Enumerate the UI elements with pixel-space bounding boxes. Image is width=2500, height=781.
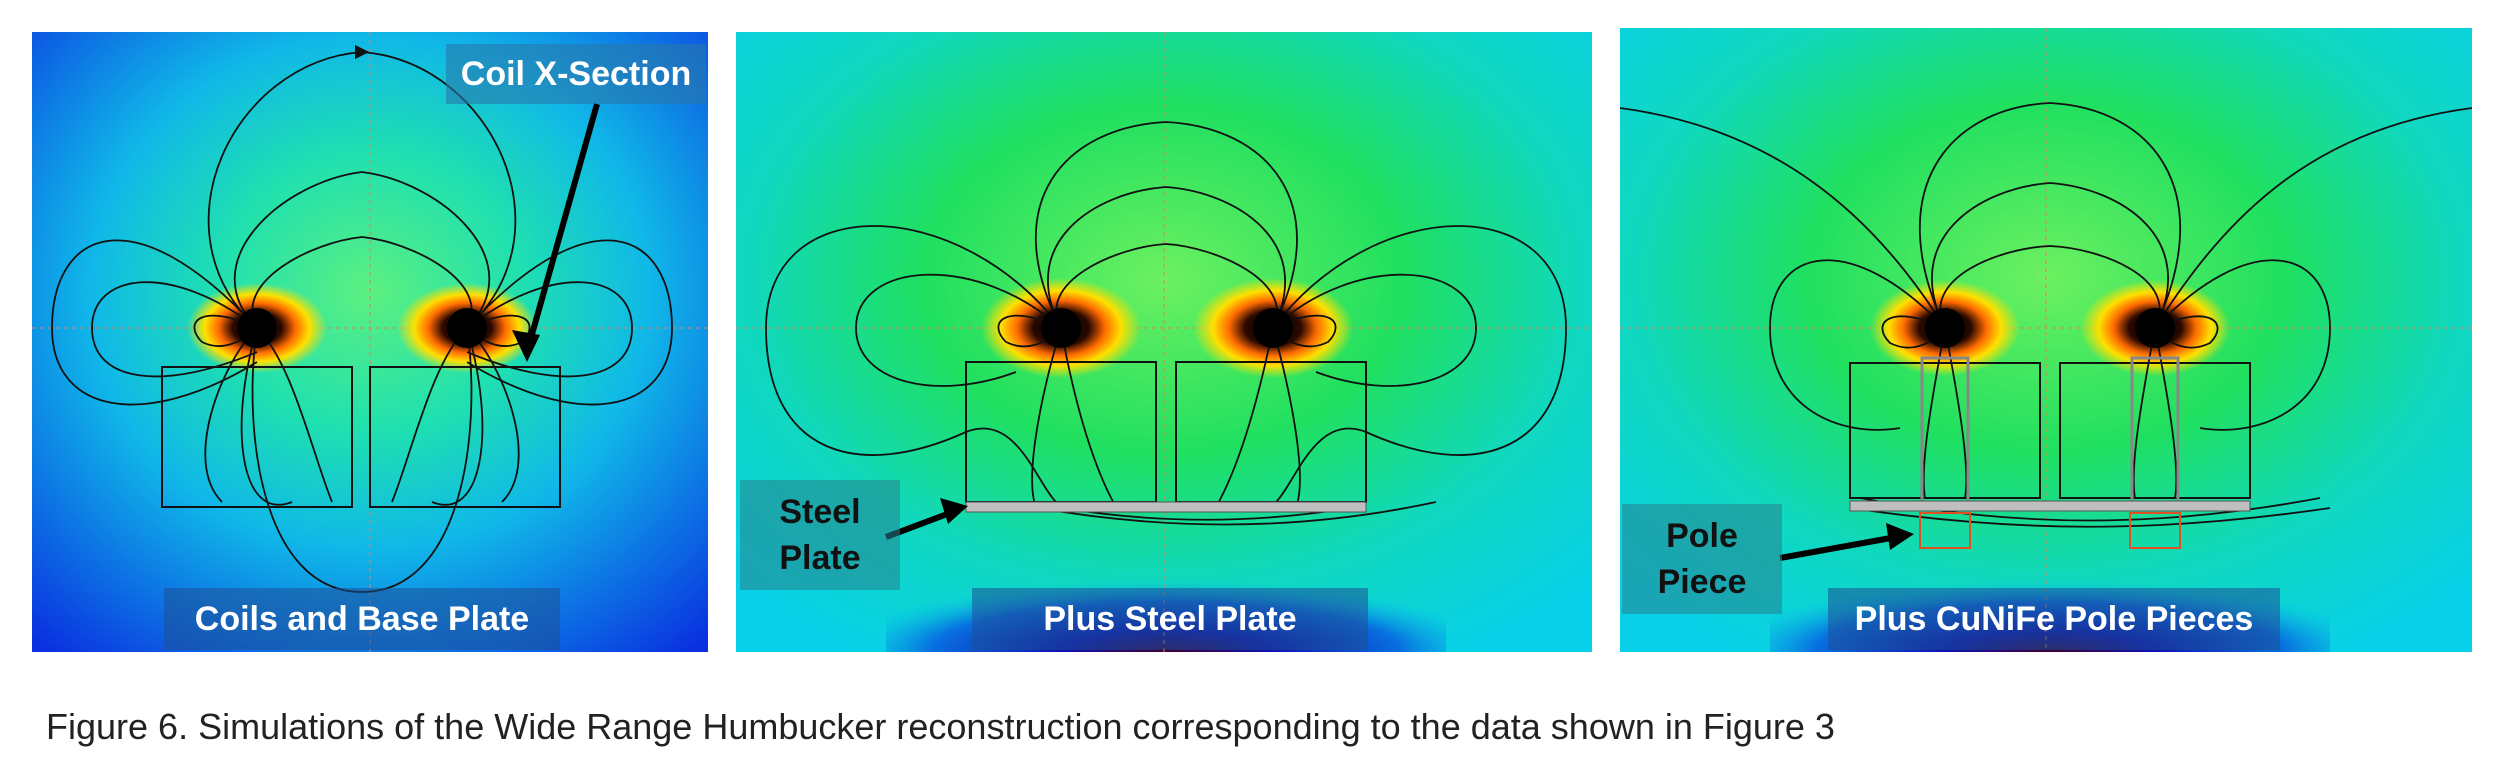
simulation-panel-coils-and-base-plate: Coils and Base Plate Coil X-Section (32, 32, 708, 652)
magnet-core-left (1041, 308, 1081, 348)
magnet-core-left (1925, 308, 1965, 348)
field-plot-1 (32, 32, 708, 652)
magnet-core-right (447, 308, 487, 348)
coil-x-section-pointer (524, 103, 600, 353)
coil-cross-section-right (2059, 362, 2251, 499)
coil-cross-section-left (161, 366, 353, 508)
pole-piece-label: Pole Piece (1622, 504, 1782, 614)
pole-piece-text: Pole Piece (1657, 517, 1747, 601)
panel-caption-text-2: Plus Steel Plate (1043, 600, 1297, 638)
magnet-core-right (2135, 308, 2175, 348)
pole-piece-base-right (2129, 512, 2181, 549)
steel-plate (965, 501, 1367, 513)
magnet-core-right (1253, 308, 1293, 348)
field-background (32, 32, 708, 652)
panel-caption-1: Coils and Base Plate (164, 588, 560, 650)
panel-caption-2: Plus Steel Plate (972, 588, 1368, 650)
panel-caption-text-1: Coils and Base Plate (194, 600, 530, 638)
panel-caption-text-3: Plus CuNiFe Pole Pieces (1854, 600, 2254, 638)
steel-plate-label: Steel Plate (740, 480, 900, 590)
field-lines (1620, 102, 2472, 528)
simulation-panel-plus-steel-plate: Plus Steel Plate Steel Plate (736, 32, 1592, 652)
simulation-panel-plus-cunife-pole-pieces: Plus CuNiFe Pole Pieces Pole Piece (1620, 28, 2472, 652)
pole-piece-pointer (1779, 533, 1903, 561)
figure-caption: Figure 6. Simulations of the Wide Range … (46, 706, 1835, 747)
coil-cross-section-right (369, 366, 561, 508)
coil-cross-section-left (1849, 362, 2041, 499)
steel-plate (1849, 500, 2251, 512)
pole-piece-base-left (1919, 512, 1971, 549)
panel-caption-3: Plus CuNiFe Pole Pieces (1828, 588, 2280, 650)
coil-x-section-text: Coil X-Section (460, 55, 692, 93)
magnet-core-left (237, 308, 277, 348)
steel-plate-text: Steel Plate (779, 493, 861, 577)
coil-x-section-label: Coil X-Section (446, 44, 706, 104)
